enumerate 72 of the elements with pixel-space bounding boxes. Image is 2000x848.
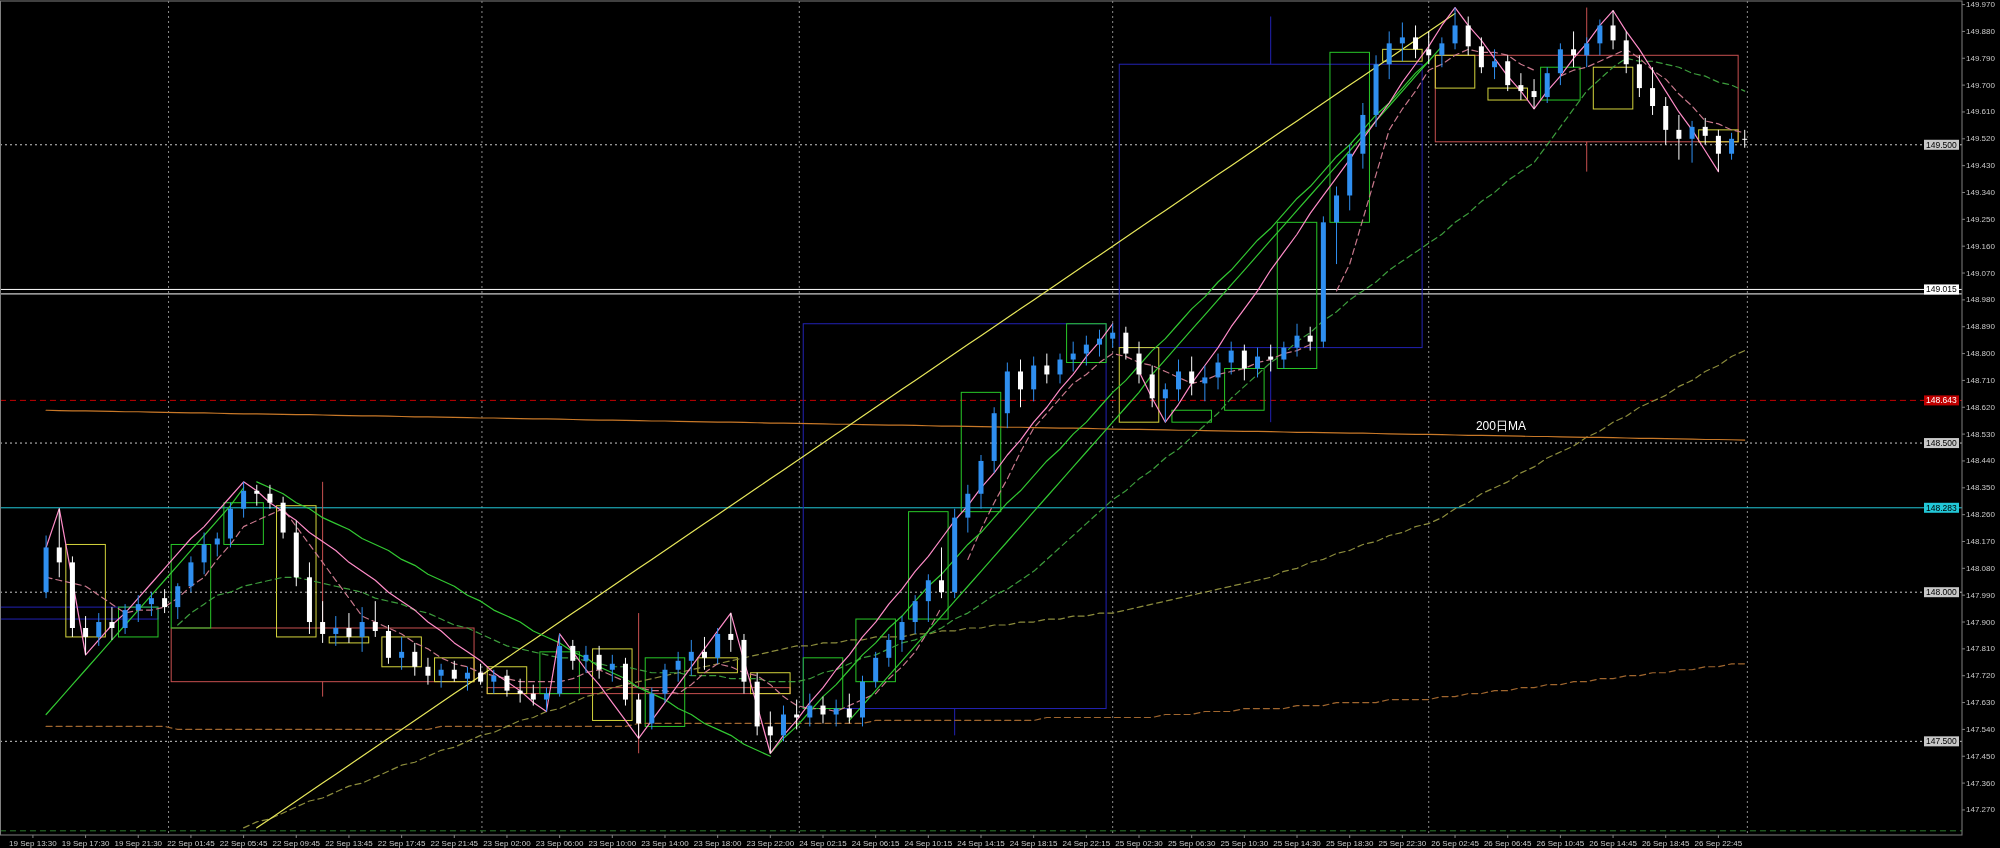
y-tick-label: 147.540 <box>1966 724 1996 734</box>
ref-line-label: 148.500 <box>1926 438 1957 449</box>
y-tick-label: 149.790 <box>1966 53 1996 63</box>
y-tick-label: 148.170 <box>1966 536 1996 546</box>
x-tick-label: 22 Sep 17:45 <box>377 838 426 848</box>
y-tick-label: 149.520 <box>1966 134 1996 144</box>
x-tick-label: 24 Sep 02:15 <box>799 838 848 848</box>
x-tick-label: 19 Sep 17:30 <box>61 838 110 848</box>
ref-line-label: 148.643 <box>1926 395 1957 406</box>
y-tick-label: 147.900 <box>1966 617 1996 627</box>
x-tick-label: 24 Sep 22:15 <box>1062 838 1111 848</box>
y-tick-label: 149.880 <box>1966 26 1996 36</box>
y-tick-label: 148.710 <box>1966 375 1996 385</box>
y-tick-label: 149.610 <box>1966 107 1996 117</box>
x-tick-label: 26 Sep 06:45 <box>1483 838 1533 848</box>
x-tick-label: 25 Sep 14:30 <box>1273 838 1322 848</box>
x-tick-label: 25 Sep 22:30 <box>1378 838 1427 848</box>
y-tick-label: 149.700 <box>1966 80 1996 90</box>
y-tick-label: 149.250 <box>1966 214 1996 224</box>
ref-line-label: 149.015 <box>1926 284 1957 295</box>
y-tick-label: 148.440 <box>1966 456 1996 466</box>
y-tick-label: 147.450 <box>1966 751 1996 761</box>
y-tick-label: 149.430 <box>1966 161 1996 171</box>
x-tick-label: 23 Sep 06:00 <box>535 838 584 848</box>
ref-line-label: 149.500 <box>1926 139 1957 150</box>
x-tick-label: 24 Sep 14:15 <box>957 838 1006 848</box>
x-tick-label: 26 Sep 10:45 <box>1536 838 1585 848</box>
annotation: 200日MA <box>1475 419 1526 434</box>
x-tick-label: 22 Sep 01:45 <box>167 838 216 848</box>
x-tick-label: 22 Sep 05:45 <box>219 838 268 848</box>
y-tick-label: 148.260 <box>1966 510 1996 520</box>
y-tick-label: 147.810 <box>1966 644 1996 654</box>
x-tick-label: 26 Sep 22:45 <box>1694 838 1743 848</box>
x-tick-label: 23 Sep 10:00 <box>588 838 637 848</box>
x-tick-label: 26 Sep 14:45 <box>1589 838 1638 848</box>
y-tick-label: 148.080 <box>1966 563 1996 573</box>
ref-line-label: 148.283 <box>1926 502 1957 513</box>
x-tick-label: 24 Sep 18:15 <box>1009 838 1059 848</box>
y-tick-label: 149.340 <box>1966 188 1996 197</box>
x-tick-label: 19 Sep 13:30 <box>9 838 58 848</box>
x-tick-label: 23 Sep 18:00 <box>693 838 742 848</box>
y-tick-label: 147.990 <box>1966 590 1996 600</box>
ref-line-label: 147.500 <box>1926 736 1957 747</box>
x-tick-label: 25 Sep 10:30 <box>1220 838 1269 848</box>
x-tick-label: 23 Sep 02:00 <box>483 838 532 848</box>
y-tick-label: 148.980 <box>1966 295 1996 305</box>
x-tick-label: 22 Sep 21:45 <box>430 838 479 848</box>
y-tick-label: 147.630 <box>1966 698 1996 708</box>
y-tick-label: 148.890 <box>1966 322 1996 332</box>
y-tick-label: 148.620 <box>1966 402 1996 412</box>
x-tick-label: 26 Sep 02:45 <box>1431 838 1480 848</box>
x-tick-label: 19 Sep 21:30 <box>114 838 163 848</box>
y-tick-label: 149.070 <box>1966 268 1996 278</box>
x-tick-label: 23 Sep 14:00 <box>641 838 690 848</box>
y-tick-label: 147.720 <box>1966 671 1996 681</box>
y-tick-label: 149.970 <box>1966 0 1996 10</box>
x-tick-label: 26 Sep 18:45 <box>1641 838 1691 848</box>
x-tick-label: 24 Sep 06:15 <box>851 838 900 848</box>
x-tick-label: 25 Sep 02:30 <box>1115 838 1164 848</box>
x-tick-label: 22 Sep 13:45 <box>325 838 374 848</box>
x-tick-label: 22 Sep 09:45 <box>272 838 321 848</box>
x-tick-label: 25 Sep 18:30 <box>1325 838 1375 848</box>
y-tick-label: 148.530 <box>1966 429 1996 439</box>
y-tick-label: 148.800 <box>1966 349 1996 359</box>
x-tick-label: 24 Sep 10:15 <box>904 838 953 848</box>
y-tick-label: 148.350 <box>1966 483 1996 493</box>
y-tick-label: 147.360 <box>1966 778 1996 788</box>
y-tick-label: 149.160 <box>1966 241 1996 251</box>
ref-line-label: 148.000 <box>1926 587 1957 598</box>
x-tick-label: 25 Sep 06:30 <box>1167 838 1217 848</box>
y-tick-label: 147.270 <box>1966 805 1996 815</box>
x-tick-label: 23 Sep 22:00 <box>746 838 795 848</box>
